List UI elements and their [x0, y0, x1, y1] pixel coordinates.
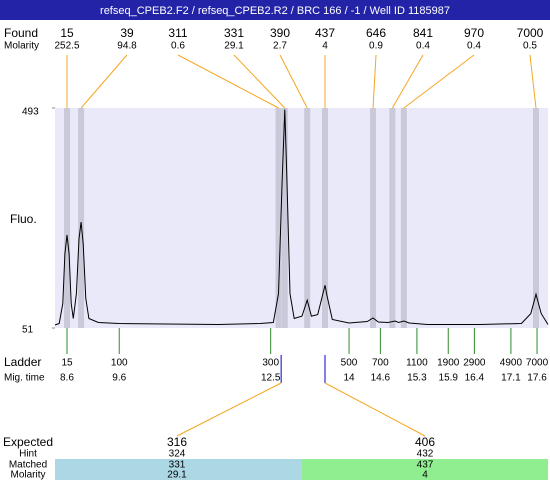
ladder-time: 17.1 — [501, 373, 521, 384]
found-size: 15 — [60, 26, 74, 40]
expected-size: 406 — [415, 435, 435, 449]
y-label: Fluo. — [10, 212, 37, 226]
peak-band — [304, 108, 311, 328]
header-bar — [0, 0, 550, 20]
found-size: 390 — [270, 26, 290, 40]
expected-connector — [176, 382, 282, 437]
peak-band — [370, 108, 377, 328]
found-molarity: 252.5 — [54, 41, 79, 52]
ladder-size: 7000 — [526, 358, 549, 369]
ladder-size: 1900 — [437, 358, 460, 369]
ladder-time: 14.6 — [371, 373, 391, 384]
matched-size: 437 — [417, 460, 434, 471]
found-size: 331 — [224, 26, 244, 40]
found-molarity: 29.1 — [224, 41, 244, 52]
found-connector — [80, 54, 128, 109]
peak-band — [400, 108, 407, 328]
matched-label: Matched — [9, 460, 47, 471]
trace — [54, 109, 549, 326]
found-size: 7000 — [517, 26, 544, 40]
found-size: 437 — [315, 26, 335, 40]
ladder-time: 16.4 — [465, 373, 485, 384]
peak-band — [532, 108, 539, 328]
ladder-time: 17.6 — [527, 373, 547, 384]
matched-molarity: 29.1 — [167, 470, 187, 480]
found-molarity: 94.8 — [117, 41, 137, 52]
found-size: 646 — [366, 26, 386, 40]
plot-area — [55, 108, 548, 328]
found-connector — [177, 54, 279, 109]
expected-label: Expected — [3, 435, 53, 449]
y-tick-label: 51 — [22, 325, 34, 336]
mig-time-label: Mig. time — [4, 373, 45, 384]
peak-band — [281, 108, 288, 328]
ladder-time: 14 — [343, 373, 355, 384]
expected-connector — [324, 382, 426, 437]
ladder-time: 15.9 — [439, 373, 459, 384]
found-size: 39 — [120, 26, 134, 40]
found-connector — [279, 54, 308, 109]
ladder-time: 8.6 — [60, 373, 74, 384]
ladder-size: 2900 — [463, 358, 486, 369]
ladder-label: Ladder — [4, 355, 41, 369]
found-size: 970 — [464, 26, 484, 40]
title: refseq_CPEB2.F2 / refseq_CPEB2.R2 / BRC … — [100, 5, 450, 17]
molarity-label: Molarity — [4, 41, 39, 52]
found-molarity: 0.5 — [523, 41, 537, 52]
found-size: 311 — [168, 26, 187, 40]
matched-bg-1 — [55, 459, 302, 480]
matched-size: 331 — [169, 460, 186, 471]
hint-size: 432 — [417, 449, 434, 460]
peak-band — [78, 108, 85, 328]
ladder-size: 700 — [372, 358, 389, 369]
found-molarity: 4 — [322, 41, 328, 52]
ladder-size: 4900 — [500, 358, 523, 369]
ladder-time: 12.5 — [261, 373, 281, 384]
peak-band — [322, 108, 329, 328]
found-connector — [403, 54, 475, 109]
ladder-size: 1100 — [406, 358, 428, 369]
ladder-size: 300 — [262, 358, 279, 369]
found-molarity: 2.7 — [273, 41, 287, 52]
found-connector — [529, 54, 537, 109]
found-molarity: 0.4 — [416, 41, 430, 52]
hint-size: 324 — [169, 449, 186, 460]
found-size: 841 — [413, 26, 433, 40]
expected-size: 316 — [167, 435, 187, 449]
peak-band — [64, 108, 71, 328]
found-molarity: 0.4 — [467, 41, 481, 52]
hint-label: Hint — [19, 449, 37, 460]
molarity-row-label: Molarity — [10, 470, 45, 480]
found-connector — [372, 54, 377, 109]
found-molarity: 0.9 — [369, 41, 383, 52]
y-tick-label: 493 — [22, 107, 39, 118]
found-label: Found — [4, 26, 38, 40]
peak-band — [275, 108, 282, 328]
ladder-size: 15 — [61, 358, 73, 369]
ladder-size: 500 — [341, 358, 358, 369]
peak-band — [389, 108, 396, 328]
matched-bg-2 — [302, 459, 548, 480]
found-connector — [391, 54, 424, 109]
ladder-time: 9.6 — [112, 373, 126, 384]
found-molarity: 0.6 — [171, 41, 185, 52]
matched-molarity: 4 — [422, 470, 428, 480]
ladder-size: 100 — [111, 358, 128, 369]
ladder-time: 15.3 — [407, 373, 427, 384]
found-connector — [233, 54, 286, 109]
